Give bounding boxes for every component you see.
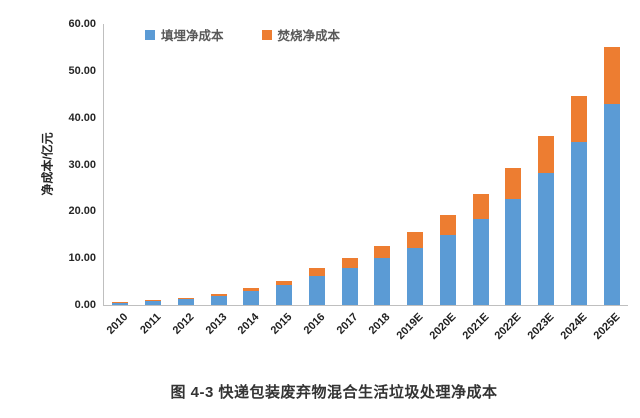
bar-segment-2018-焚烧净成本 — [374, 245, 391, 258]
bar-segment-2014-填埋净成本 — [243, 290, 260, 305]
bar-segment-2013-填埋净成本 — [210, 296, 227, 305]
bar-segment-2016-填埋净成本 — [308, 276, 325, 305]
y-tick-label: 20.00 — [68, 205, 96, 218]
bar-segment-2019E-焚烧净成本 — [407, 232, 424, 248]
bar-segment-2020E-焚烧净成本 — [439, 215, 456, 235]
bar-segment-2012-填埋净成本 — [177, 298, 194, 305]
x-tick-label-2010: 2010 — [105, 311, 131, 337]
y-tick-label: 10.00 — [68, 252, 96, 265]
x-tick-label-2021E: 2021E — [460, 311, 492, 342]
bar-segment-2014-焚烧净成本 — [243, 287, 260, 291]
bar-segment-2022E-填埋净成本 — [505, 199, 522, 305]
bar-segment-2013-焚烧净成本 — [210, 293, 227, 297]
bar-segment-2025E-填埋净成本 — [603, 103, 620, 305]
y-tick-label: 60.00 — [68, 18, 96, 30]
x-tick-label-2014: 2014 — [236, 311, 262, 337]
y-tick-label: 0.00 — [74, 299, 96, 311]
bar-segment-2016-焚烧净成本 — [308, 268, 325, 277]
x-tick-label-2011: 2011 — [138, 311, 164, 337]
bar-segment-2011-焚烧净成本 — [145, 300, 162, 302]
x-tick-label-2016: 2016 — [301, 311, 328, 337]
bar-segment-2025E-焚烧净成本 — [603, 47, 620, 104]
bar-segment-2018-填埋净成本 — [374, 257, 391, 305]
legend-swatch-incineration-icon — [261, 29, 272, 40]
bar-segment-2023E-焚烧净成本 — [538, 136, 555, 173]
y-tick-label: 50.00 — [68, 64, 96, 77]
bar-segment-2024E-填埋净成本 — [570, 142, 587, 305]
legend-label-landfill: 填埋净成本 — [161, 29, 224, 43]
legend-item-incineration: 焚烧净成本 — [261, 25, 341, 44]
bar-segment-2015-焚烧净成本 — [276, 280, 293, 285]
x-tick-label-2020E: 2020E — [427, 311, 459, 342]
figure-caption: 图 4-3 快递包装废弃物混合生活垃圾处理净成本 — [170, 384, 498, 401]
bar-segment-2011-填埋净成本 — [145, 301, 162, 305]
bar-segment-2022E-焚烧净成本 — [505, 168, 522, 200]
bar-segment-2017-焚烧净成本 — [341, 258, 358, 269]
plot-area — [103, 24, 628, 306]
x-tick-label-2025E: 2025E — [591, 311, 623, 342]
x-tick-label-2013: 2013 — [203, 311, 230, 337]
bar-segment-2017-填埋净成本 — [341, 268, 358, 305]
legend-item-landfill: 填埋净成本 — [145, 25, 224, 44]
x-tick-label-2019E: 2019E — [394, 311, 426, 342]
x-tick-label-2017: 2017 — [334, 311, 361, 337]
legend-swatch-landfill-icon — [145, 29, 155, 40]
x-tick-label-2018: 2018 — [367, 311, 393, 337]
x-tick-label-2022E: 2022E — [492, 311, 524, 342]
bar-segment-2021E-填埋净成本 — [472, 219, 489, 305]
bar-segment-2015-填埋净成本 — [276, 284, 293, 305]
bar-segment-2023E-填埋净成本 — [538, 172, 555, 305]
bar-segment-2019E-填埋净成本 — [407, 247, 424, 305]
y-tick-label: 40.00 — [68, 111, 96, 124]
x-tick-label-2024E: 2024E — [558, 311, 590, 342]
bar-segment-2020E-填埋净成本 — [439, 234, 456, 305]
legend-label-incineration: 焚烧净成本 — [277, 29, 341, 43]
x-tick-label-2015: 2015 — [268, 311, 295, 337]
chart-legend: 填埋净成本 焚烧净成本 — [145, 25, 340, 44]
y-tick-label: 30.00 — [68, 158, 96, 171]
x-tick-label-2012: 2012 — [170, 311, 197, 337]
bar-segment-2010-填埋净成本 — [112, 302, 129, 305]
bar-segment-2024E-焚烧净成本 — [570, 95, 587, 143]
bar-segment-2012-焚烧净成本 — [177, 298, 194, 299]
bar-segment-2021E-焚烧净成本 — [472, 194, 489, 220]
x-tick-label-2023E: 2023E — [525, 311, 557, 342]
